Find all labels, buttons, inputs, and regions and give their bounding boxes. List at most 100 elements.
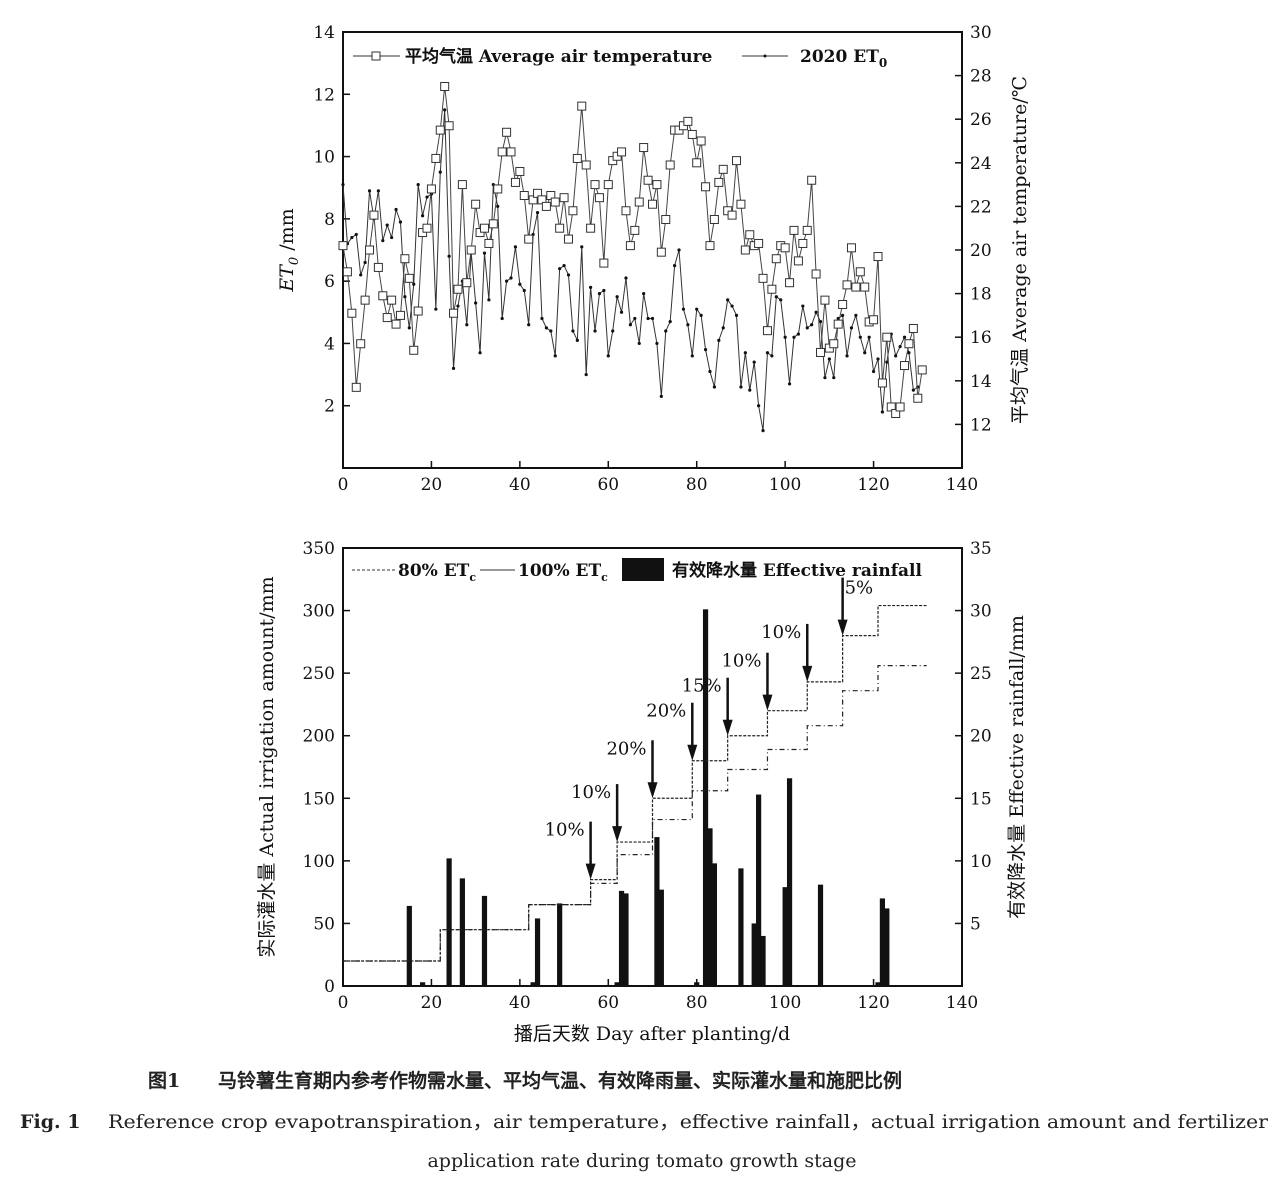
top-left-axis-label: ET0 /mm (276, 208, 302, 292)
y-left-tick-label: 350 (303, 539, 335, 559)
et0-point (902, 335, 907, 339)
rainfall-bar (534, 918, 541, 986)
rainfall-bar (782, 887, 788, 986)
temperature-point (400, 254, 410, 264)
temperature-point (785, 278, 795, 288)
temperature-point (519, 191, 529, 200)
temperature-point (577, 101, 587, 111)
rainfall-bar (738, 868, 744, 986)
fertilizer-arrow-head (647, 782, 658, 799)
y-right-tick-label: 20 (970, 241, 992, 261)
et0-point (673, 263, 677, 268)
et0-point (619, 310, 624, 314)
et0-point (549, 329, 553, 333)
top-legend: 平均气温 Average air temperature 2020 ET0 (353, 46, 887, 70)
et0-point (668, 320, 672, 324)
figure-caption: 图1 马铃薯生育期内参考作物需水量、平均气温、有效降雨量、实际灌水量和施肥比例 … (20, 1069, 1269, 1172)
et0-point (823, 376, 827, 380)
legend-rain-label: 有效降水量 Effective rainfall (672, 560, 922, 581)
temperature-point (736, 199, 746, 209)
rainfall-bar (707, 828, 713, 986)
temperature-point (559, 193, 569, 203)
et0-point (628, 323, 632, 327)
y-left-tick-label: 6 (324, 272, 335, 292)
et0-point (748, 388, 752, 392)
y-left-tick-label: 50 (313, 914, 335, 934)
temperature-point (431, 153, 441, 163)
temperature-point (342, 267, 352, 277)
temperature-point (502, 127, 512, 137)
temperature-point (798, 238, 808, 248)
et0-point (465, 323, 469, 327)
et0-point (818, 320, 823, 324)
et0-point (695, 307, 699, 311)
temperature-point (563, 234, 573, 244)
et0-point (571, 329, 575, 333)
et0-point (655, 341, 659, 346)
et0-point (363, 260, 367, 265)
temperature-point (740, 245, 750, 255)
et0-point (602, 288, 606, 293)
y-left-tick-label: 100 (303, 852, 335, 872)
rainfall-bar (623, 893, 629, 986)
temperature-point (869, 315, 879, 325)
temperature-point (594, 193, 604, 203)
temperature-point (807, 175, 817, 185)
temperature-point (665, 160, 675, 170)
et0-point (880, 410, 885, 414)
et0-point (827, 357, 831, 361)
et0-point (796, 332, 801, 336)
bottom-axes: 0 20 40 60 80 100 120 140 0 50 100 150 200 250 300 350 5… (303, 539, 992, 1013)
et0-point (451, 366, 456, 370)
rainfall-bar (751, 923, 757, 986)
et0-point (832, 376, 836, 380)
et0-point (575, 338, 579, 342)
et0-point (553, 354, 557, 358)
et0-point (783, 335, 787, 339)
temperature-point (696, 136, 706, 146)
top-plot-frame (342, 31, 963, 469)
et0-point (403, 295, 407, 299)
temperature-point (846, 243, 856, 253)
et0-point (615, 295, 619, 299)
temperature-point (449, 308, 459, 318)
rainfall-bar (459, 878, 465, 986)
temperature-point (727, 210, 737, 220)
bottom-x-axis-label: 播后天数 Day after planting/d (514, 1023, 790, 1045)
legend-temp-label: 平均气温 Average air temperature (405, 46, 713, 67)
et0-point (606, 354, 610, 358)
temperature-point (705, 241, 715, 251)
top-chart: 0 20 40 60 80 100 120 1402468101214121416182022… (276, 23, 1031, 495)
temperature-point (802, 225, 812, 235)
et0-point (792, 335, 796, 339)
temperature-point (816, 347, 826, 357)
et0-point (434, 307, 438, 311)
temperature-point (838, 300, 848, 309)
et0-point (425, 195, 429, 199)
rainfall-bar (446, 858, 452, 986)
x-tick-label: 140 (946, 475, 978, 495)
et0-point (752, 360, 756, 364)
et0-point (513, 245, 518, 249)
temperature-point (422, 223, 432, 233)
et0-point (761, 429, 765, 433)
fertilizer-arrow-head (687, 744, 698, 761)
rainfall-bar (557, 903, 563, 986)
temperature-point (648, 199, 657, 209)
y-left-tick-label: 200 (303, 727, 335, 747)
temperature-point (510, 177, 520, 187)
rainfall-bar (618, 890, 625, 986)
temperature-point (426, 184, 436, 194)
et0-point (646, 316, 650, 321)
et0-point (522, 288, 526, 293)
x-tick-label: 0 (338, 993, 349, 1013)
temperature-point (842, 280, 852, 290)
temperature-point (692, 158, 702, 168)
et0-point (757, 404, 761, 408)
y-right-tick-label: 30 (970, 602, 992, 622)
et0-point (907, 351, 911, 355)
fertilizer-rate-label: 10% (545, 820, 585, 841)
y-right-tick-label: 18 (970, 285, 992, 305)
et0-point (726, 298, 730, 302)
temperature-point (568, 206, 578, 216)
